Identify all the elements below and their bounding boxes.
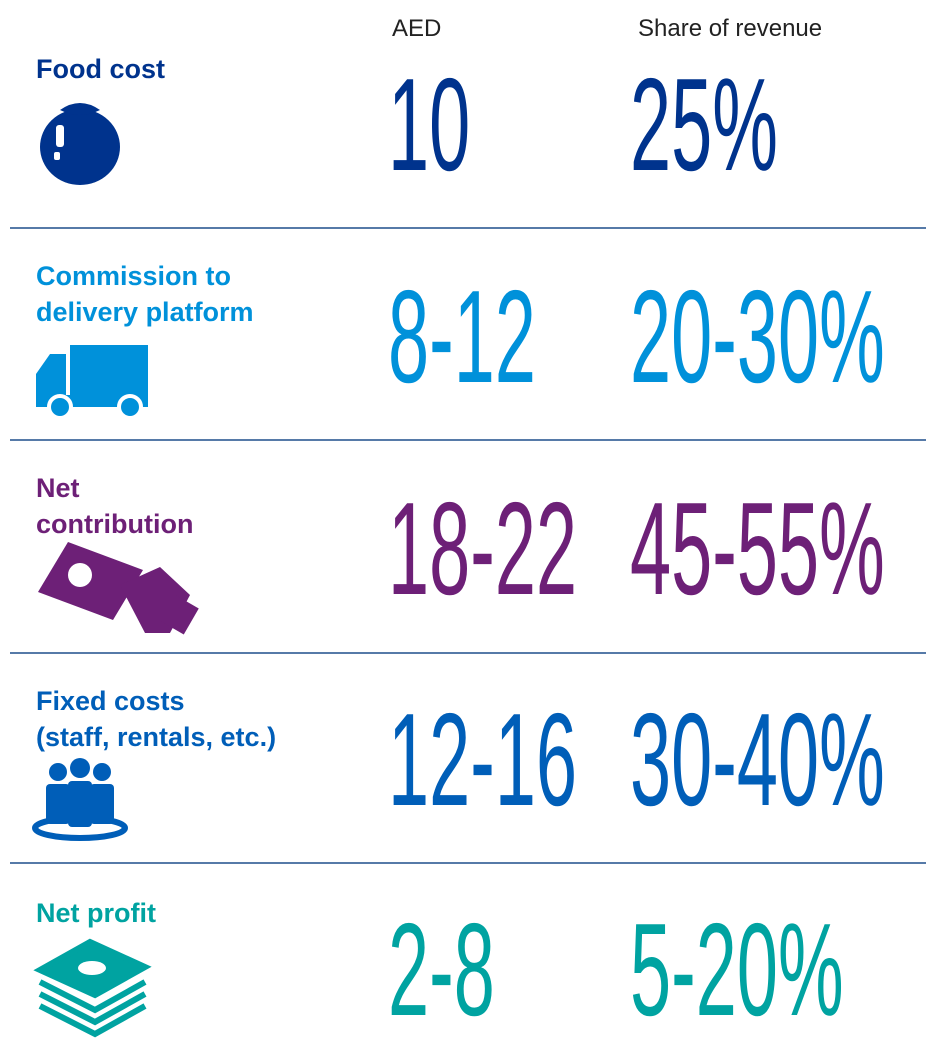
aed-value: 2-8 bbox=[388, 895, 495, 1043]
aed-header: AED bbox=[392, 15, 441, 42]
aed-value: 8-12 bbox=[388, 262, 536, 410]
row-label: Fixed costs bbox=[36, 686, 185, 716]
row-label: (staff, rentals, etc.) bbox=[36, 722, 276, 752]
separators bbox=[10, 227, 926, 864]
aed-value: 18-22 bbox=[388, 474, 577, 622]
row-label: Food cost bbox=[36, 54, 165, 84]
row-label: contribution bbox=[36, 509, 193, 539]
row-label: Net profit bbox=[36, 898, 156, 928]
truck-icon bbox=[36, 345, 148, 420]
row-label: delivery platform bbox=[36, 297, 254, 327]
row-label: Net bbox=[36, 473, 80, 503]
share-value: 5-20% bbox=[630, 895, 844, 1043]
people-icon bbox=[32, 758, 128, 841]
aed-value: 10 bbox=[388, 50, 470, 198]
share-value: 20-30% bbox=[630, 262, 885, 410]
payment-icon bbox=[38, 542, 199, 635]
share-value: 45-55% bbox=[630, 474, 885, 622]
share-value: 25% bbox=[630, 50, 778, 198]
tomato-icon bbox=[40, 103, 120, 185]
share-value: 30-40% bbox=[630, 685, 885, 833]
aed-value: 12-16 bbox=[388, 685, 577, 833]
row-label: Commission to bbox=[36, 261, 231, 291]
share-header: Share of revenue bbox=[638, 15, 822, 42]
money-icon bbox=[33, 938, 152, 1038]
